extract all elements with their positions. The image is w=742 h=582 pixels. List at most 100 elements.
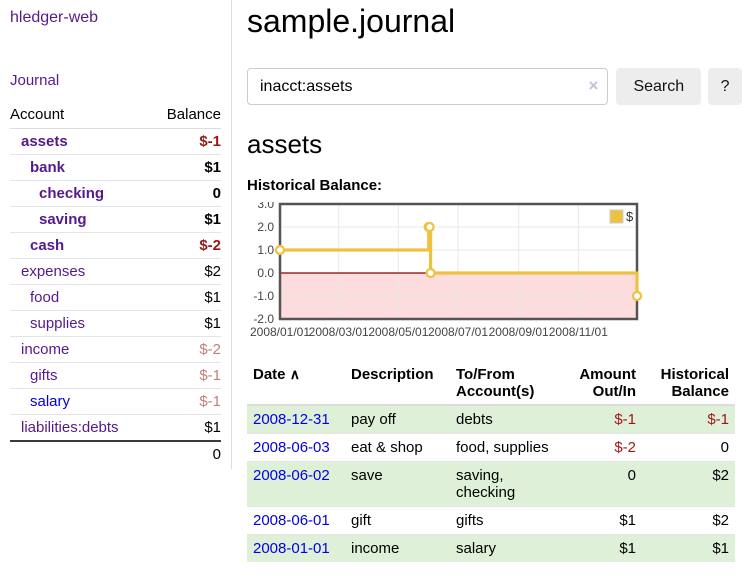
clear-search-icon[interactable]: × [588,76,599,95]
data-point-marker [274,244,286,256]
account-link[interactable]: income [21,341,70,358]
accounts-table: Account Balance assets $-1 bank $1 checking 0… [10,102,221,467]
transaction-amount: 0 [627,467,636,484]
account-row: liabilities:debts $1 [10,415,221,441]
account-row: saving $1 [10,207,221,233]
search-bar: × Search ? [247,68,742,105]
transaction-date-link[interactable]: 2008-06-03 [253,439,330,456]
account-balance: $-2 [199,237,221,254]
transaction-row[interactable]: 2008-12-31 pay off debts $-1 $-1 [247,405,735,434]
transaction-accounts: gifts [456,512,484,529]
account-link[interactable]: expenses [21,263,86,280]
account-row: income $-2 [10,337,221,363]
y-tick-label: -1.0 [253,289,274,303]
account-link[interactable]: checking [39,185,105,202]
transaction-date-link[interactable]: 2008-06-01 [253,512,330,529]
register-header-date[interactable]: Date ∧ [253,366,300,383]
transaction-accounts: debts [456,411,493,428]
account-link[interactable]: gifts [30,367,58,384]
transaction-balance: $2 [712,512,729,529]
y-tick-label: 1.0 [257,243,274,257]
main-content: sample.journal × Search ? assets Histori… [247,0,742,562]
account-row: cash $-2 [10,233,221,259]
transaction-row[interactable]: 2008-06-01 gift gifts $1 $2 [247,506,735,535]
sidebar: hledger-web Journal Account Balance asse… [0,0,232,469]
register-header-balance: Historical Balance [660,366,729,400]
account-balance: $-1 [199,133,221,150]
account-row: food $1 [10,285,221,311]
accounts-header-account: Account [10,106,65,123]
legend-label: $ [626,209,634,224]
register-account-heading: assets [247,129,323,159]
y-tick-label: -2.0 [253,312,274,326]
transaction-description: pay off [351,411,396,428]
transaction-amount: $1 [619,540,636,557]
account-balance: $1 [204,159,221,176]
transaction-row[interactable]: 2008-06-02 save saving, checking 0 $2 [247,461,735,507]
data-point-marker [424,221,435,233]
sort-asc-icon: ∧ [289,366,300,382]
app-brand-link[interactable]: hledger-web [10,9,99,26]
account-link[interactable]: liabilities:debts [21,419,119,436]
account-link[interactable]: assets [21,133,68,150]
account-link[interactable]: bank [30,159,66,176]
transaction-date-link[interactable]: 2008-12-31 [253,411,330,428]
account-balance: $2 [204,263,221,280]
y-tick-label: 2.0 [257,220,274,234]
data-point-marker [425,267,436,279]
sidebar-item-journal[interactable]: Journal [10,72,60,89]
transaction-row[interactable]: 2008-01-01 income salary $1 $1 [247,534,735,562]
account-link[interactable]: food [30,289,60,306]
account-link[interactable]: cash [30,237,65,254]
search-input[interactable] [247,68,609,105]
transaction-description: save [351,467,383,484]
transaction-amount: $-1 [614,411,636,428]
register-header-amount: Amount Out/In [579,366,636,400]
help-button[interactable]: ? [708,68,742,105]
account-balance: $-1 [199,393,221,410]
accounts-total-row: 0 [10,441,221,467]
accounts-table-header-row: Account Balance [10,102,221,129]
transaction-accounts: saving, checking [456,467,516,501]
transaction-date-link[interactable]: 2008-06-02 [253,467,330,484]
x-tick-label: 2008/09/01 [489,325,549,339]
x-tick-label: 2008/07/01 [428,325,488,339]
account-balance: $1 [204,419,221,436]
accounts-header-balance: Balance [166,106,221,123]
plot-border [278,202,639,321]
account-row: salary $-1 [10,389,221,415]
page-title: sample.journal [247,3,456,39]
account-balance: $1 [204,289,221,306]
register-header-accounts: To/From Account(s) [456,366,535,400]
account-balance: $-2 [199,341,221,358]
chart-svg: $3.0 2.0 1.0 0.0 -1.0 -2.02008/01/012008/03/0… [250,202,643,339]
account-row: supplies $1 [10,311,221,337]
account-balance: 0 [212,185,221,202]
transaction-description: eat & shop [351,439,423,456]
register-header-row: Date ∧ Description To/From Account(s) Am… [247,362,735,405]
historical-balance-chart: $3.0 2.0 1.0 0.0 -1.0 -2.0 2008/01/01 2008/03/0… [247,202,742,346]
account-row: gifts $-1 [10,363,221,389]
account-link[interactable]: salary [30,393,71,410]
account-row: checking 0 [10,181,221,207]
y-tick-label: 3.0 [257,202,274,211]
accounts-total-value: 0 [212,446,221,463]
x-tick-label: 2008/03/01 [309,325,369,339]
x-tick-label: 2008/11/01 [549,325,608,339]
chart-title: Historical Balance: [247,177,383,194]
account-balance: $-1 [199,367,221,384]
transaction-date-link[interactable]: 2008-01-01 [253,540,330,557]
account-row: assets $-1 [10,129,221,155]
transaction-description: gift [351,512,372,529]
transaction-row[interactable]: 2008-06-03 eat & shop food, supplies $-2 0 [247,433,735,462]
account-balance: $1 [204,211,221,228]
account-link[interactable]: saving [39,211,87,228]
account-balance: $1 [204,315,221,332]
x-tick-label: 2008/01/01 [250,325,310,339]
transaction-amount: $-2 [614,439,636,456]
transaction-accounts: salary [456,540,497,557]
transaction-amount: $1 [619,512,636,529]
search-button[interactable]: Search [616,68,702,105]
transaction-balance: $1 [712,540,729,557]
account-link[interactable]: supplies [30,315,86,332]
